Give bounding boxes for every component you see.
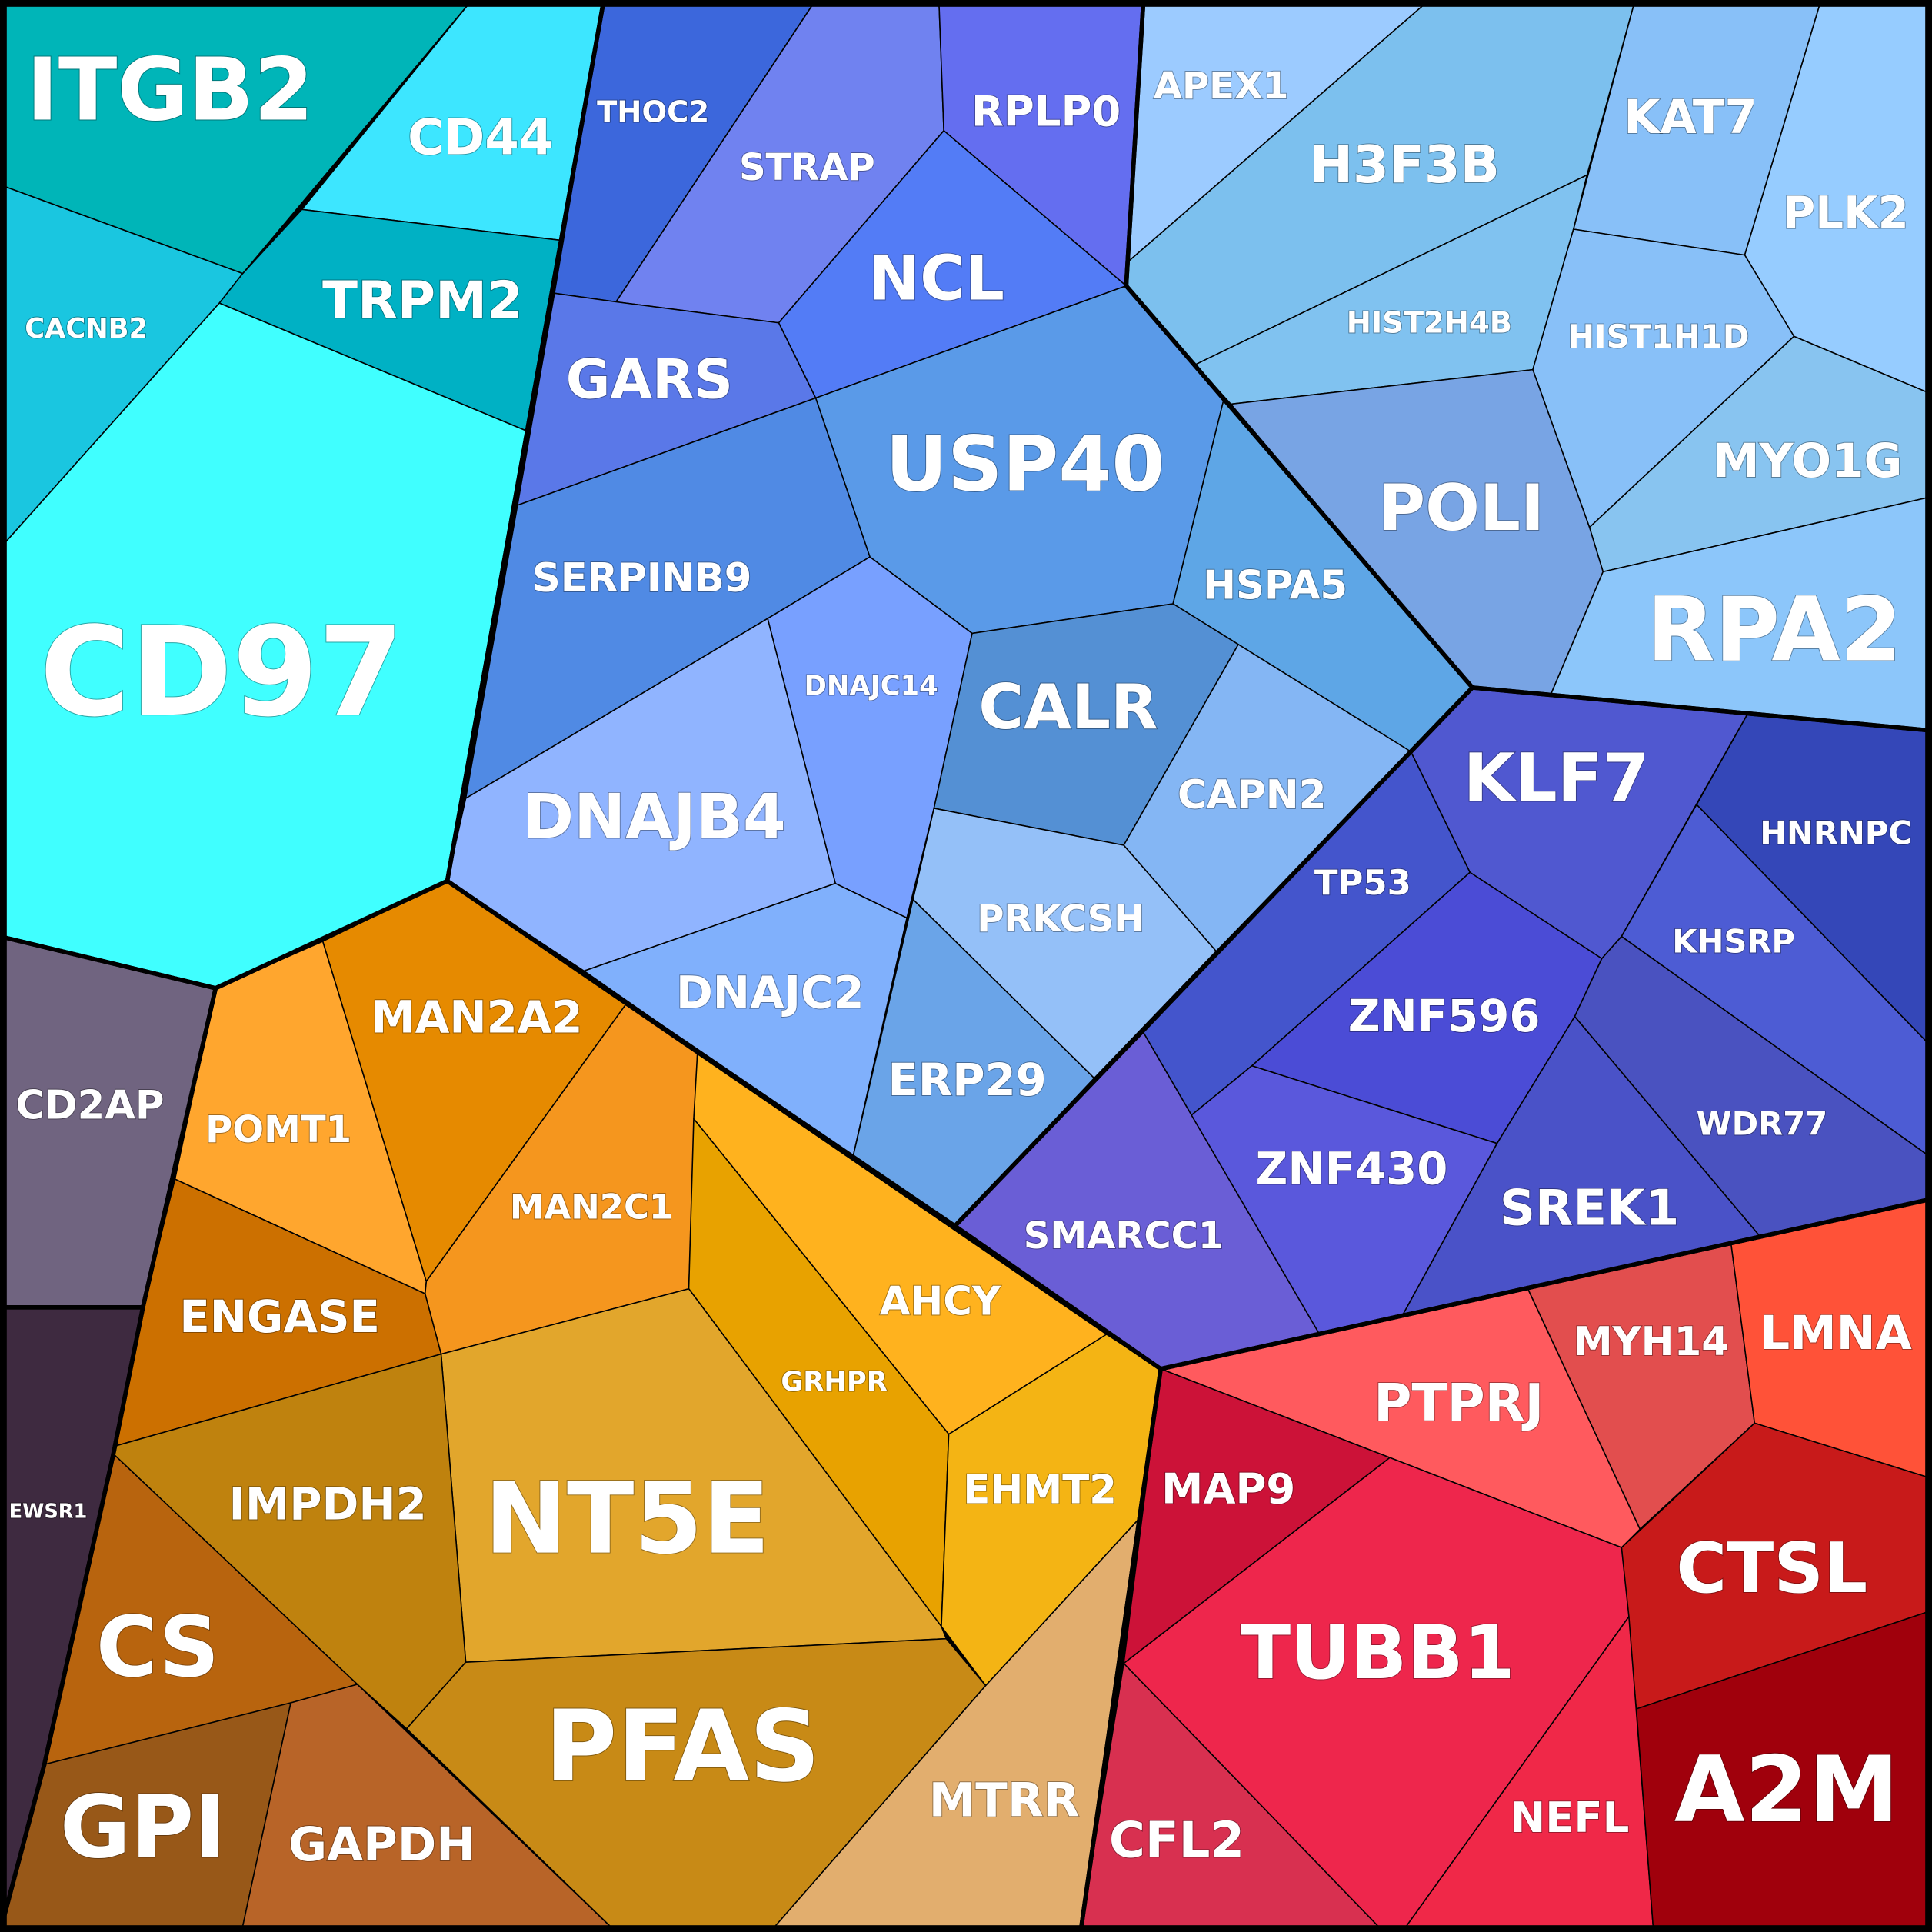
cell-label-calr: CALR [978,671,1158,743]
cell-label-rpa2: RPA2 [1647,579,1902,682]
cell-label-dnajc2: DNAJC2 [676,966,864,1018]
cell-pfas [405,1637,987,1932]
cell-gapdh [241,1684,617,1932]
cell-label-man2a2: MAN2A2 [371,991,582,1044]
cell-label-wdr77: WDR77 [1697,1104,1828,1142]
cell-label-engase: ENGASE [179,1291,380,1343]
group-border [0,878,1163,1932]
cell-label-tp53: TP53 [1314,862,1411,903]
cell-label-ncl: NCL [868,242,1004,314]
cell-khsrp [1621,804,1932,1159]
cell-label-pfas: PFAS [545,1690,820,1804]
cell-label-nefl: NEFL [1511,1793,1630,1842]
cell-label-klf7: KLF7 [1464,740,1649,817]
cell-label-myh14: MYH14 [1574,1319,1729,1365]
cell-label-itgb2: ITGB2 [26,40,314,140]
cell-label-hspa5: HSPA5 [1203,563,1347,609]
cell-label-ctsl: CTSL [1676,1529,1867,1609]
cell-label-znf596: ZNF596 [1348,990,1541,1042]
cell-cfl2 [1080,1662,1384,1932]
cell-label-tubb1: TUBB1 [1241,1610,1515,1696]
cell-label-ehmt2: EHMT2 [963,1467,1117,1513]
cell-label-trpm2: TRPM2 [322,270,523,330]
cell-label-srek1: SREK1 [1500,1180,1680,1237]
cell-label-h3f3b: H3F3B [1310,135,1500,195]
cell-label-myo1g: MYO1G [1713,434,1903,488]
cell-label-cs: CS [96,1598,219,1696]
cell-label-usp40: USP40 [885,421,1164,509]
cell-label-nt5e: NT5E [485,1462,770,1577]
cell-label-impdh2: IMPDH2 [228,1477,426,1530]
cell-label-capn2: CAPN2 [1178,772,1326,818]
cell-label-apex1: APEX1 [1154,65,1289,108]
cell-label-cd97: CD97 [40,600,404,744]
cell-label-ahcy: AHCY [880,1278,1001,1324]
cell-label-znf430: ZNF430 [1256,1143,1448,1195]
cell-a2m [1635,1610,1932,1932]
cell-label-serpinb9: SERPINB9 [532,555,752,601]
cell-label-cd2ap: CD2AP [15,1083,164,1129]
cell-label-grhpr: GRHPR [781,1367,887,1398]
cell-label-map9: MAP9 [1161,1464,1295,1513]
cell-label-pomt1: POMT1 [205,1108,351,1151]
cell-label-cd44: CD44 [408,109,553,166]
labels-layer: ITGB2 CD44 CACNB2 TRPM2 CD97 THOC2 STRAP RPLP0 N… [8,39,1913,1878]
cell-label-poli: POLI [1378,471,1544,545]
cell-label-strap: STRAP [739,146,875,189]
cell-label-gars: GARS [566,348,733,411]
cell-label-hnrnpc: HNRNPC [1760,814,1912,851]
cell-label-hist1h1d: HIST1H1D [1567,318,1749,355]
cell-label-prkcsh: PRKCSH [977,898,1144,941]
cell-label-thoc2: THOC2 [597,95,709,130]
cell-label-smarcc1: SMARCC1 [1024,1214,1224,1257]
cell-label-plk2: PLK2 [1783,186,1909,238]
cell-label-khsrp: KHSRP [1672,922,1795,960]
cell-label-dnajb4: DNAJB4 [523,781,786,852]
cell-label-cfl2: CFL2 [1109,1812,1244,1869]
cell-label-kat7: KAT7 [1624,90,1757,145]
cell-label-gpi: GPI [60,1777,226,1877]
cell-label-rplp0: RPLP0 [971,86,1121,135]
cell-label-a2m: A2M [1674,1737,1899,1843]
cell-gars [517,292,817,506]
cell-label-gapdh: GAPDH [288,1817,475,1872]
cell-label-mtrr: MTRR [929,1773,1080,1827]
cell-label-ptprj: PTPRJ [1374,1373,1544,1433]
cell-label-dnajc14: DNAJC14 [804,671,938,702]
cell-label-erp29: ERP29 [888,1054,1046,1106]
cell-label-man2c1: MAN2C1 [510,1186,673,1227]
cell-label-lmna: LMNA [1760,1306,1911,1361]
cell-label-ewsr1: EWSR1 [9,1501,88,1524]
cell-label-cacnb2: CACNB2 [25,313,148,345]
cell-label-hist2h4b: HIST2H4B [1347,306,1512,341]
